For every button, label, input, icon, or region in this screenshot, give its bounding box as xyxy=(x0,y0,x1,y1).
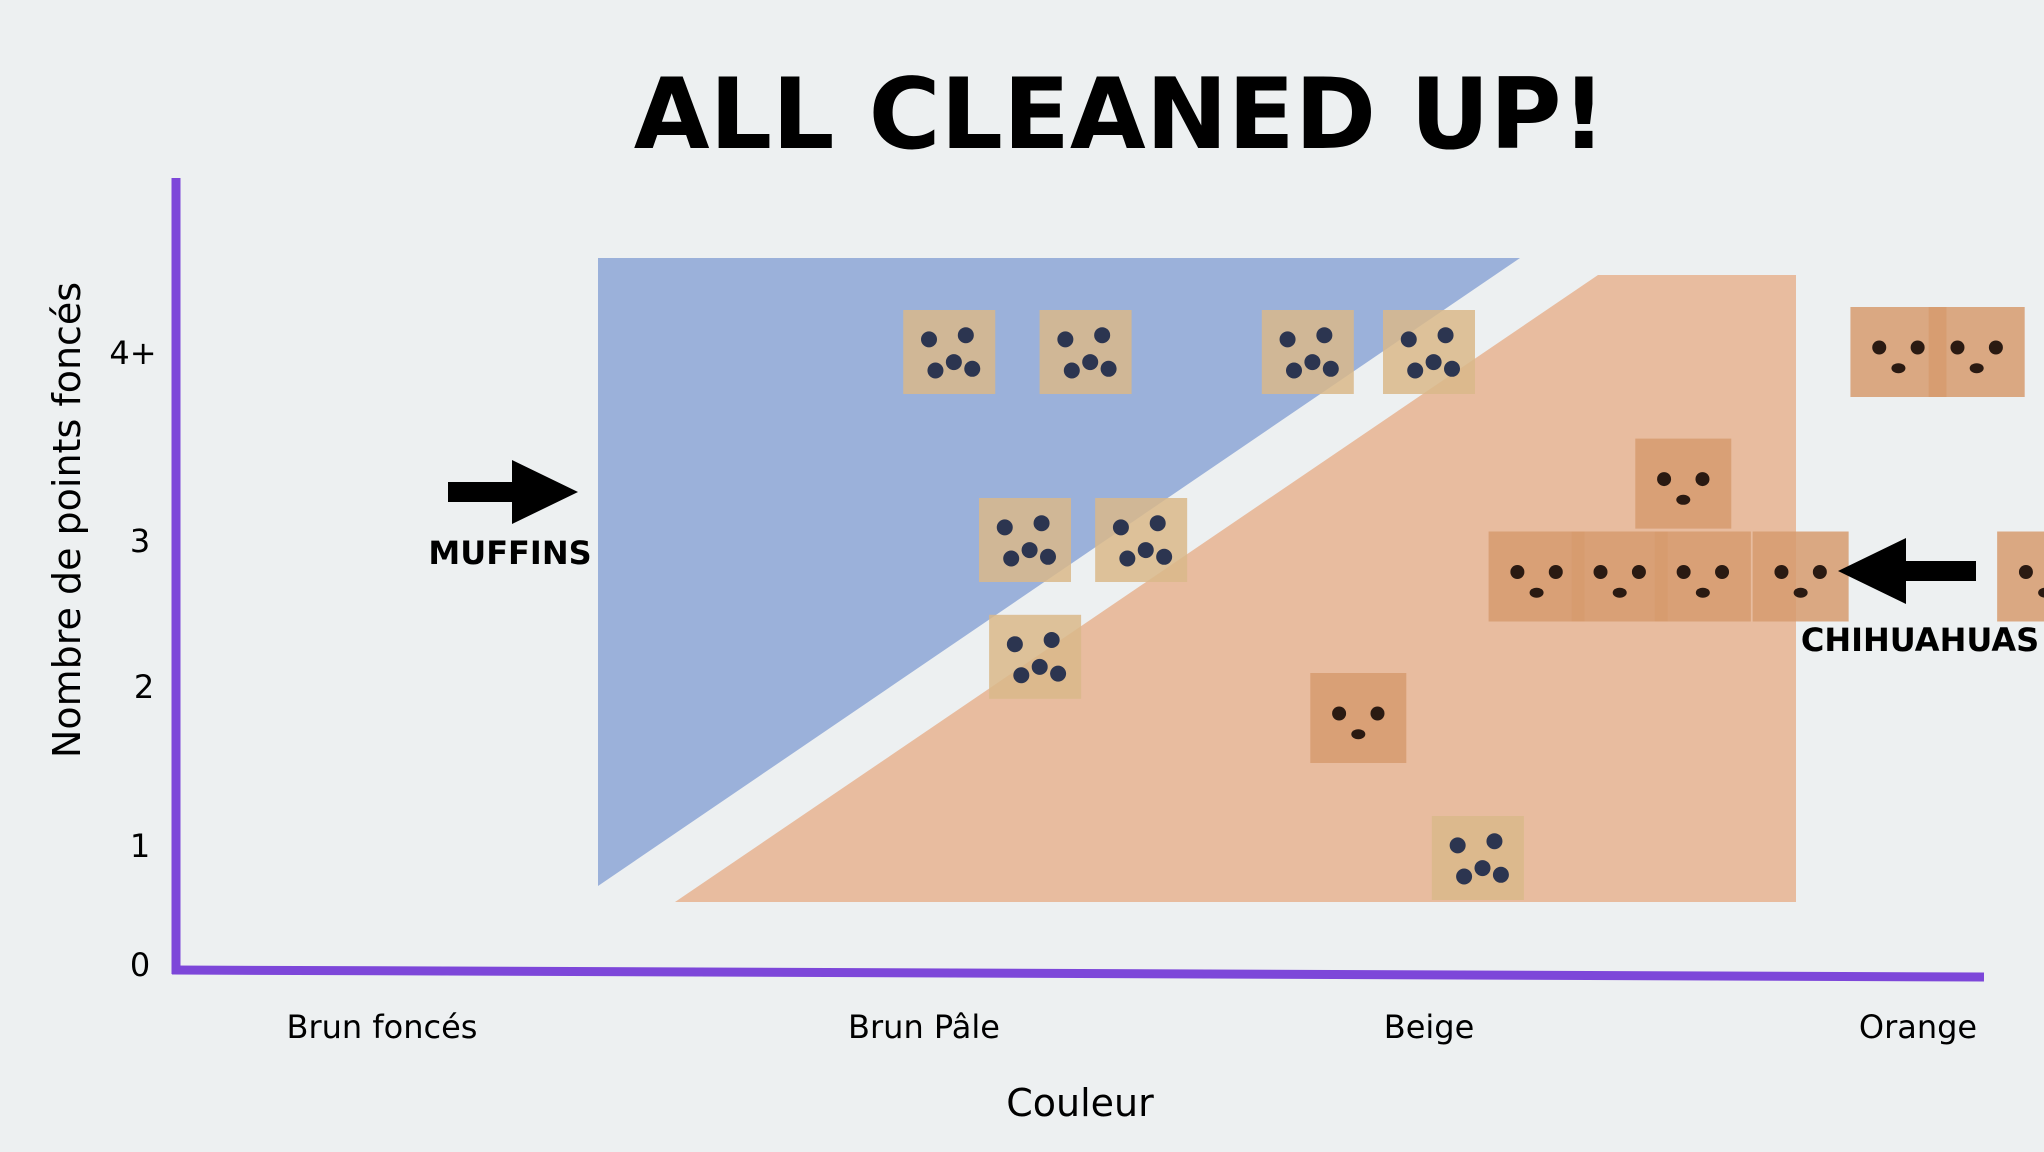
muffin-point xyxy=(1383,310,1475,394)
x-tick-label: Beige xyxy=(1384,1008,1475,1046)
x-tick-label: Brun Pâle xyxy=(848,1008,1000,1046)
data-points xyxy=(903,307,2044,900)
muffin-point xyxy=(1095,498,1188,582)
muffin-point xyxy=(1431,816,1524,900)
x-axis xyxy=(171,965,1985,982)
x-tick-label: Brun foncés xyxy=(287,1008,478,1046)
chihuahuas-region xyxy=(675,275,1796,902)
x-tick-label: Orange xyxy=(1859,1008,1977,1046)
y-tick-label: 4+ xyxy=(109,334,156,372)
y-tick-label: 3 xyxy=(130,522,150,560)
muffin-point xyxy=(1039,310,1132,394)
chihuahua-point xyxy=(1571,531,1668,622)
muffin-point xyxy=(979,498,1071,582)
chihuahuas-arrow-icon xyxy=(1838,538,1976,604)
y-tick-label: 2 xyxy=(134,668,154,706)
muffin-point xyxy=(989,614,1082,699)
chihuahua-point xyxy=(1635,438,1732,529)
y-axis-label: Nombre de points foncés xyxy=(45,282,89,758)
x-axis-label: Couleur xyxy=(1006,1081,1154,1125)
muffins-label: MUFFINS xyxy=(428,534,591,572)
muffins-arrow-icon xyxy=(448,460,578,524)
muffin-point xyxy=(903,310,996,394)
chihuahua-point xyxy=(1310,673,1407,763)
muffin-point xyxy=(1261,310,1354,394)
y-tick-label: 0 xyxy=(130,946,150,984)
chihuahua-point xyxy=(1997,531,2044,622)
chihuahua-point xyxy=(1488,531,1585,622)
chihuahua-point xyxy=(1752,531,1849,622)
chihuahua-point xyxy=(1928,307,2025,397)
chihuahuas-label: CHIHUAHUAS xyxy=(1801,621,2039,659)
chihuahua-point xyxy=(1654,531,1751,622)
chart-title: ALL CLEANED UP! xyxy=(634,58,1607,172)
y-tick-label: 1 xyxy=(130,827,150,865)
